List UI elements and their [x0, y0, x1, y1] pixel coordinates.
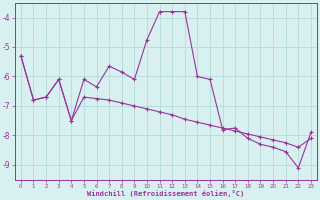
X-axis label: Windchill (Refroidissement éolien,°C): Windchill (Refroidissement éolien,°C) [87, 190, 244, 197]
